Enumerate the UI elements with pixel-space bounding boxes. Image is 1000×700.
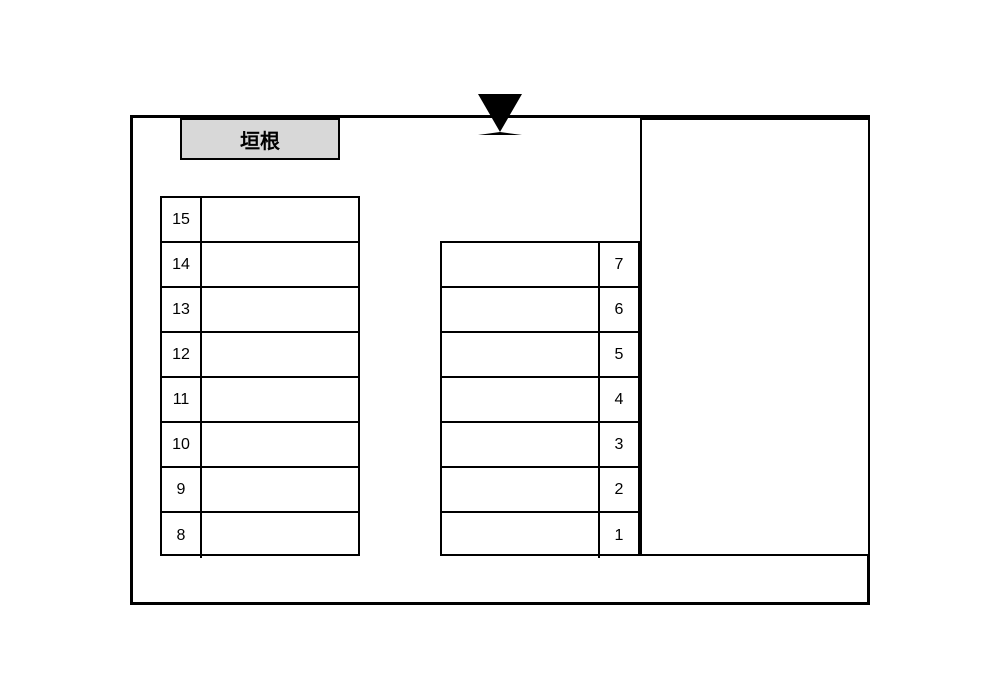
slot-number: 11 bbox=[162, 378, 202, 421]
slot-number: 8 bbox=[162, 513, 202, 558]
slot-number: 14 bbox=[162, 243, 202, 286]
slot-number: 13 bbox=[162, 288, 202, 331]
slot-space bbox=[202, 423, 358, 466]
slot-space bbox=[442, 243, 598, 286]
parking-row: 11 bbox=[162, 378, 358, 423]
slot-number: 3 bbox=[598, 423, 638, 466]
slot-space bbox=[442, 288, 598, 331]
slot-number: 9 bbox=[162, 468, 202, 511]
hedge-label-text: 垣根 bbox=[240, 125, 280, 154]
parking-row: 15 bbox=[162, 198, 358, 243]
parking-row: 4 bbox=[442, 378, 638, 423]
slot-number: 12 bbox=[162, 333, 202, 376]
slot-number: 4 bbox=[598, 378, 638, 421]
parking-row: 14 bbox=[162, 243, 358, 288]
slot-space bbox=[442, 513, 598, 558]
slot-number: 10 bbox=[162, 423, 202, 466]
slot-number: 6 bbox=[598, 288, 638, 331]
slot-space bbox=[442, 333, 598, 376]
parking-row: 8 bbox=[162, 513, 358, 558]
parking-block-right: 7654321 bbox=[440, 241, 640, 556]
parking-row: 5 bbox=[442, 333, 638, 378]
slot-space bbox=[202, 288, 358, 331]
parking-row: 12 bbox=[162, 333, 358, 378]
parking-row: 13 bbox=[162, 288, 358, 333]
slot-number: 7 bbox=[598, 243, 638, 286]
slot-number: 1 bbox=[598, 513, 638, 558]
slot-space bbox=[442, 468, 598, 511]
slot-space bbox=[202, 468, 358, 511]
slot-space bbox=[442, 423, 598, 466]
parking-block-left: 15141312111098 bbox=[160, 196, 360, 556]
parking-row: 1 bbox=[442, 513, 638, 558]
slot-space bbox=[202, 243, 358, 286]
slot-space bbox=[442, 378, 598, 421]
parking-row: 7 bbox=[442, 243, 638, 288]
slot-number: 5 bbox=[598, 333, 638, 376]
side-area-box bbox=[640, 118, 870, 556]
parking-row: 6 bbox=[442, 288, 638, 333]
parking-row: 3 bbox=[442, 423, 638, 468]
slot-number: 15 bbox=[162, 198, 202, 241]
parking-row: 2 bbox=[442, 468, 638, 513]
entrance-marker-triangle bbox=[478, 94, 522, 135]
parking-row: 9 bbox=[162, 468, 358, 513]
slot-number: 2 bbox=[598, 468, 638, 511]
parking-row: 10 bbox=[162, 423, 358, 468]
slot-space bbox=[202, 198, 358, 241]
slot-space bbox=[202, 513, 358, 558]
slot-space bbox=[202, 378, 358, 421]
hedge-label-box: 垣根 bbox=[180, 118, 340, 160]
slot-space bbox=[202, 333, 358, 376]
